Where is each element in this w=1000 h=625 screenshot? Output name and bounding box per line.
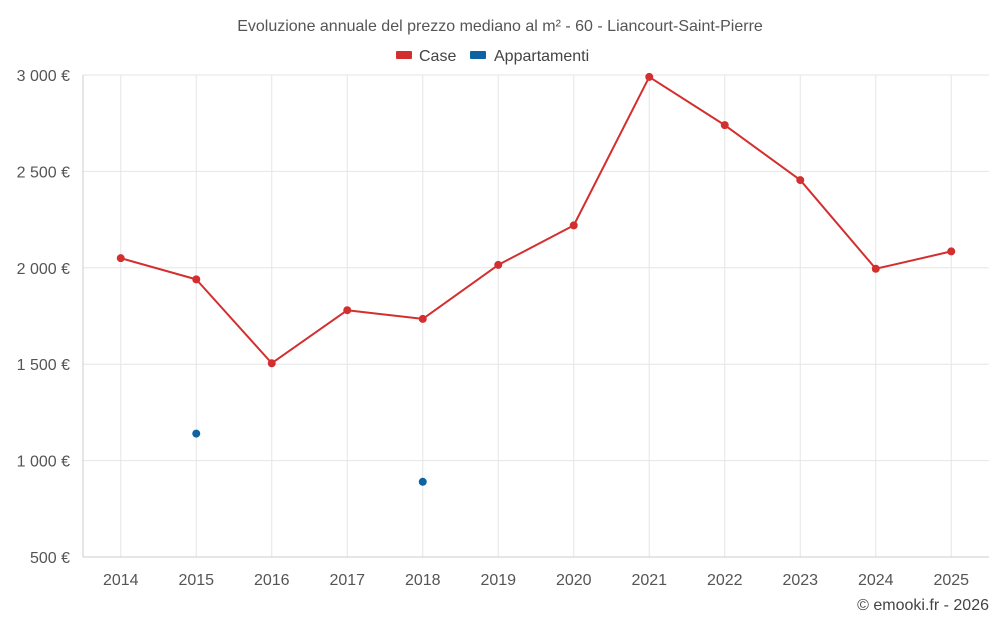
x-tick-label: 2020 — [556, 572, 592, 589]
series-line-case — [120, 75, 952, 365]
point-case-2020[interactable] — [569, 221, 578, 230]
legend-item-appartamenti[interactable]: Appartamenti — [470, 48, 589, 65]
x-tick-label: 2015 — [178, 572, 214, 589]
x-tick-label: 2017 — [329, 572, 365, 589]
x-tick-label: 2022 — [707, 572, 743, 589]
x-tick-label: 2024 — [858, 572, 894, 589]
point-case-2021[interactable] — [645, 72, 654, 81]
x-tick-label: 2019 — [480, 572, 516, 589]
point-case-2022[interactable] — [720, 121, 729, 130]
x-tick-label: 2023 — [782, 572, 818, 589]
y-tick-label: 1 500 € — [17, 357, 70, 374]
legend-swatch-appartamenti — [470, 51, 486, 59]
point-case-2017[interactable] — [343, 306, 352, 315]
point-case-2025[interactable] — [947, 247, 956, 256]
series-layer — [116, 72, 956, 486]
legend-item-case[interactable]: Case — [396, 48, 456, 65]
x-tick-label: 2014 — [103, 572, 139, 589]
grid — [82, 74, 989, 558]
point-appartamenti-2015[interactable] — [192, 429, 201, 438]
y-axis: 500 € 1 000 € 1 500 € 2 000 € 2 500 € 3 000 € — [17, 68, 70, 567]
x-tick-label: 2021 — [631, 572, 667, 589]
y-tick-label: 500 € — [30, 550, 70, 567]
point-case-2024[interactable] — [871, 264, 880, 273]
point-case-2019[interactable] — [494, 260, 503, 269]
x-tick-label: 2018 — [405, 572, 441, 589]
point-case-2014[interactable] — [116, 254, 125, 263]
x-axis: 2014 2015 2016 2017 2018 2019 2020 2021 2022 2023… — [103, 572, 969, 589]
point-case-2016[interactable] — [267, 359, 276, 368]
point-case-2018[interactable] — [418, 314, 427, 323]
x-tick-label: 2025 — [933, 572, 969, 589]
point-case-2015[interactable] — [192, 275, 201, 284]
y-tick-label: 2 500 € — [17, 164, 70, 181]
y-tick-label: 1 000 € — [17, 454, 70, 471]
legend-swatch-case — [396, 51, 412, 59]
y-tick-label: 2 000 € — [17, 261, 70, 278]
point-case-2023[interactable] — [796, 176, 805, 185]
y-tick-label: 3 000 € — [17, 68, 70, 85]
chart-title: Evoluzione annuale del prezzo mediano al… — [237, 18, 763, 35]
legend-label-appartamenti: Appartamenti — [494, 48, 589, 65]
point-appartamenti-2018[interactable] — [418, 477, 427, 486]
legend-label-case: Case — [419, 48, 456, 65]
x-tick-label: 2016 — [254, 572, 290, 589]
credit-text: © emooki.fr - 2026 — [857, 597, 989, 614]
legend: Case Appartamenti — [396, 48, 589, 65]
